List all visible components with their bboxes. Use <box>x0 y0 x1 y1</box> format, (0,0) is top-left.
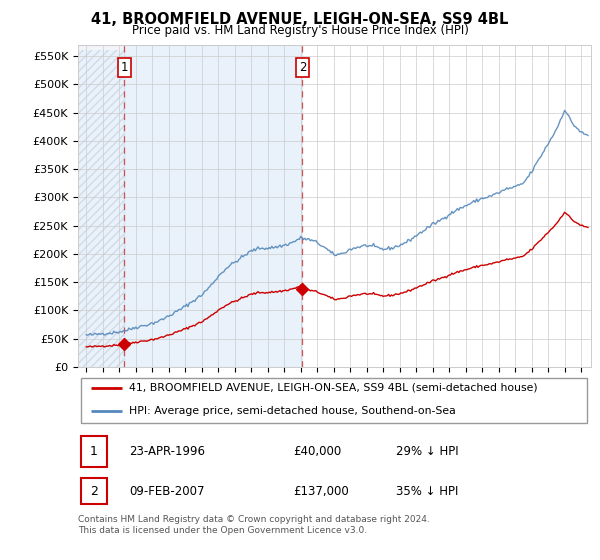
Text: 1: 1 <box>90 445 98 458</box>
FancyBboxPatch shape <box>80 378 587 423</box>
Text: Contains HM Land Registry data © Crown copyright and database right 2024.
This d: Contains HM Land Registry data © Crown c… <box>78 515 430 535</box>
Text: 1: 1 <box>121 61 128 74</box>
Text: 2: 2 <box>299 61 306 74</box>
FancyBboxPatch shape <box>80 478 107 505</box>
Text: £40,000: £40,000 <box>293 445 342 458</box>
Text: 2: 2 <box>90 484 98 498</box>
Text: HPI: Average price, semi-detached house, Southend-on-Sea: HPI: Average price, semi-detached house,… <box>130 407 456 417</box>
Text: 41, BROOMFIELD AVENUE, LEIGH-ON-SEA, SS9 4BL (semi-detached house): 41, BROOMFIELD AVENUE, LEIGH-ON-SEA, SS9… <box>130 383 538 393</box>
Text: 35% ↓ HPI: 35% ↓ HPI <box>396 484 458 498</box>
Bar <box>124 45 302 367</box>
Bar <box>78 50 124 367</box>
Text: 41, BROOMFIELD AVENUE, LEIGH-ON-SEA, SS9 4BL: 41, BROOMFIELD AVENUE, LEIGH-ON-SEA, SS9… <box>91 12 509 27</box>
FancyBboxPatch shape <box>80 436 107 466</box>
Bar <box>78 45 124 367</box>
Text: Price paid vs. HM Land Registry's House Price Index (HPI): Price paid vs. HM Land Registry's House … <box>131 24 469 36</box>
Text: 29% ↓ HPI: 29% ↓ HPI <box>396 445 458 458</box>
Text: 09-FEB-2007: 09-FEB-2007 <box>130 484 205 498</box>
Text: 23-APR-1996: 23-APR-1996 <box>130 445 205 458</box>
Text: £137,000: £137,000 <box>293 484 349 498</box>
